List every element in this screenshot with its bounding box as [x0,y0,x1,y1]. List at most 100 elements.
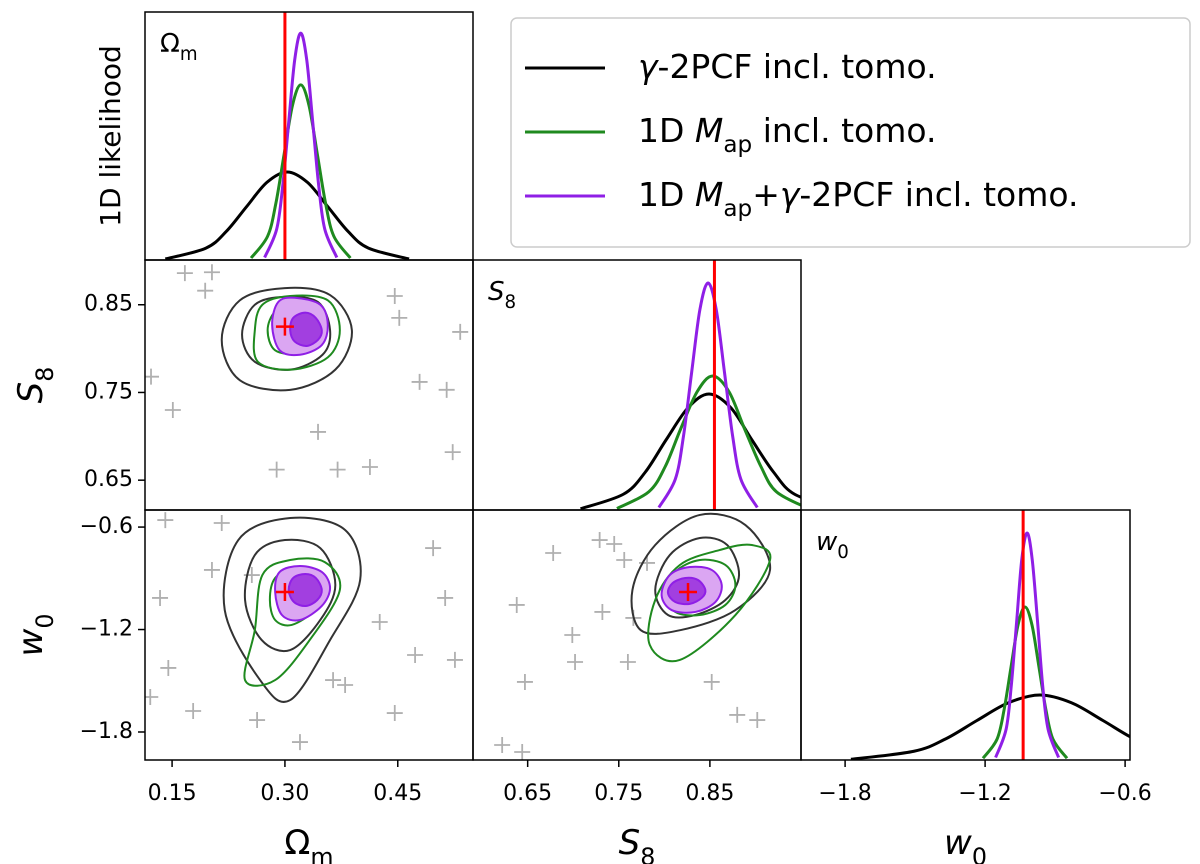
x-tick-label: 0.75 [594,781,643,806]
y-axis-label: 1D likelihood [94,45,127,227]
legend-label: 1D Map+γ-2PCF incl. tomo. [638,175,1078,222]
contour [287,573,323,608]
text-part: Ω [284,823,310,863]
panel-frame [472,509,802,761]
sample-cross [160,659,177,676]
panel [580,260,801,510]
y-tick-label: 0.85 [84,292,133,317]
sample-cross [703,673,720,690]
legend-label: γ-2PCF incl. tomo. [638,47,937,86]
x-axis-label: Ωm [284,823,333,864]
sample-cross [438,381,455,398]
likelihood-curve [263,31,339,259]
sample-cross [213,514,230,531]
x-tick-label: 0.45 [373,781,422,806]
sample-cross [371,614,388,631]
sample-cross [606,535,623,552]
sample-cross [591,532,608,549]
text-part: 0 [837,542,849,563]
contour [241,295,332,371]
sample-cross [145,688,159,705]
sample-cross [437,589,454,606]
text-part: S [619,823,641,863]
text-part: m [310,843,333,864]
sample-cross [508,596,525,613]
sample-cross [197,282,214,299]
text-part: ap [723,196,752,222]
likelihood-curve [616,374,801,510]
text-part: 1D likelihood [94,45,127,227]
panel-label: w0 [816,527,849,563]
text-part: incl. tomo. [752,111,936,150]
sample-cross [386,287,403,304]
sample-cross [152,589,169,606]
y-tick-label: 0.65 [84,467,133,492]
contour [220,286,353,392]
text-part: m [180,44,198,65]
legend-label: 1D Map incl. tomo. [638,111,936,158]
x-tick-label: 0.30 [260,781,309,806]
text-part: 1D [638,175,695,214]
text-part: S [11,382,51,404]
sample-cross [411,373,428,390]
likelihood-curve [981,605,1069,760]
likelihood-curve [850,693,1130,760]
panel [145,264,469,478]
sample-cross [514,743,531,760]
text-part: γ [780,175,801,214]
x-tick-label: −1.2 [958,781,1011,806]
x-axis-label: S8 [619,823,656,864]
y-tick-label: −1.8 [80,719,133,744]
x-tick-label: −1.8 [818,781,871,806]
contour [654,536,741,619]
sample-cross [203,264,220,281]
text-part: 8 [640,843,655,864]
likelihood-curve [164,170,410,260]
panel-frame [800,509,1131,761]
panel [164,12,410,260]
y-tick-label: 0.75 [84,379,133,404]
x-axis-label: w0 [944,823,987,864]
y-tick-label: −0.6 [80,514,133,539]
sample-cross [619,653,636,670]
y-axis-label: S8 [11,367,59,404]
text-part: S [488,277,505,307]
text-part: 0 [972,843,987,864]
panel [494,512,772,760]
contour [630,512,772,635]
truth-cross [275,317,294,336]
sample-cross [516,673,533,690]
sample-cross [446,651,463,668]
sample-cross [749,712,766,729]
x-tick-label: 0.65 [503,781,552,806]
sample-cross [567,653,584,670]
sample-cross [325,672,342,689]
panel-label: Ωm [160,29,198,65]
y-axis-label: w0 [11,614,59,657]
panel-label: S8 [488,277,516,313]
panel [145,512,463,751]
sample-cross [361,459,378,476]
sample-cross [729,706,746,723]
contour [243,538,337,653]
sample-cross [594,603,611,620]
sample-cross [386,705,403,722]
contour [252,294,341,371]
sample-cross [425,540,442,557]
sample-cross [291,734,308,751]
truth-cross [275,582,294,601]
sample-cross [564,627,581,643]
text-part: ap [723,132,752,158]
text-part: w [944,823,972,863]
x-tick-label: −0.6 [1098,781,1151,806]
text-part: γ [638,47,659,86]
contour [222,516,362,703]
sample-cross [176,265,193,282]
text-part: M [695,111,723,150]
sample-cross [164,402,181,418]
sample-cross [203,561,220,578]
sample-cross [545,545,562,562]
contour [289,311,323,347]
sample-cross [391,309,408,326]
sample-cross [494,736,511,753]
